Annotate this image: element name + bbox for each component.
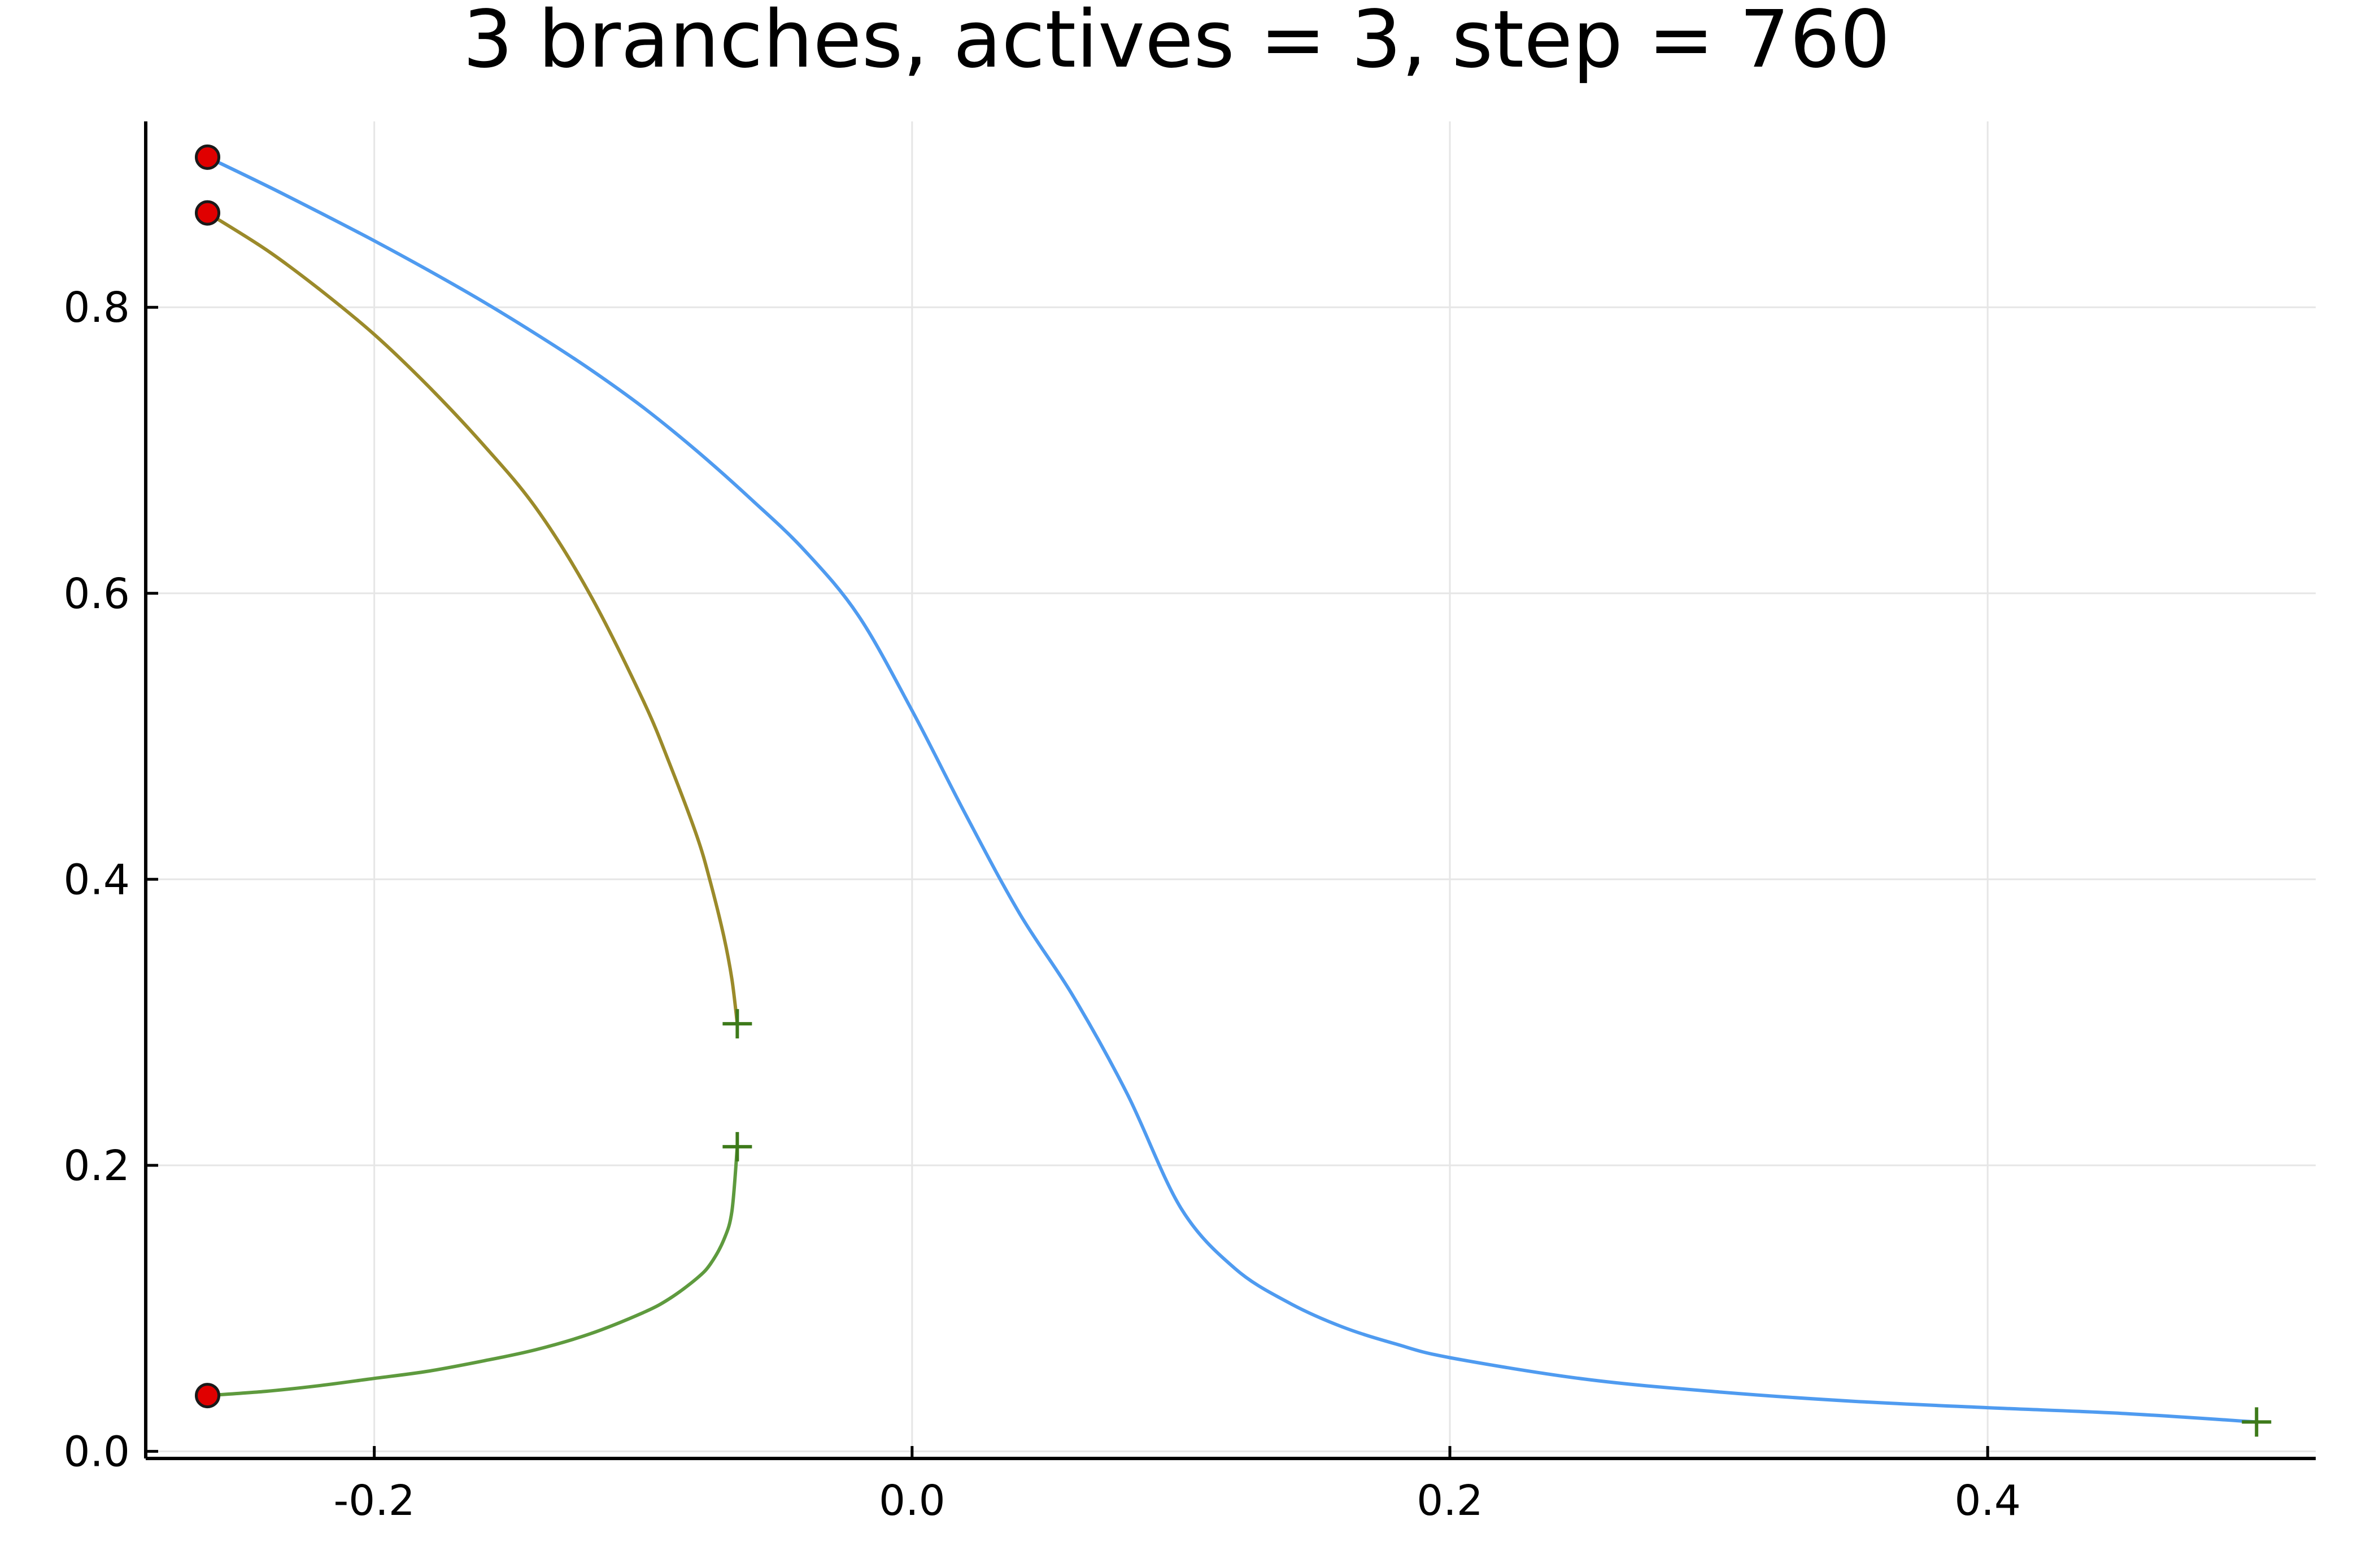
series-2-start-marker	[194, 200, 220, 226]
series-markers	[194, 144, 2272, 1437]
y-tick-label: 0.4	[63, 855, 130, 904]
series-1-end-marker	[2242, 1407, 2272, 1437]
x-tick-label: 0.0	[879, 1477, 945, 1525]
y-tick-label: 0.6	[63, 570, 130, 618]
x-tick-label: 0.4	[1954, 1477, 2021, 1525]
series-line-1	[206, 155, 2259, 1424]
series-line-3	[206, 1145, 739, 1397]
series-2-end-marker	[722, 1009, 752, 1039]
y-tick-label: 0.2	[63, 1142, 130, 1190]
series-3-end-marker	[722, 1132, 752, 1161]
grid-lines	[146, 121, 2316, 1458]
x-tick-label: 0.2	[1417, 1477, 1483, 1525]
x-tick-label: -0.2	[333, 1477, 415, 1525]
series-3-start-marker	[194, 1383, 220, 1409]
y-tick-label: 0.0	[63, 1427, 130, 1476]
tick-labels: -0.2 0.0 0.2 0.4 0.0 0.2 0.4 0.6 0.8	[63, 283, 2021, 1525]
chart-title: 3 branches, actives = 3, step = 760	[463, 0, 1890, 86]
series-1-start-marker	[194, 144, 220, 170]
series-lines	[206, 155, 2259, 1424]
y-tick-label: 0.8	[63, 283, 130, 332]
series-line-2	[206, 211, 739, 1026]
axes	[144, 121, 2316, 1460]
